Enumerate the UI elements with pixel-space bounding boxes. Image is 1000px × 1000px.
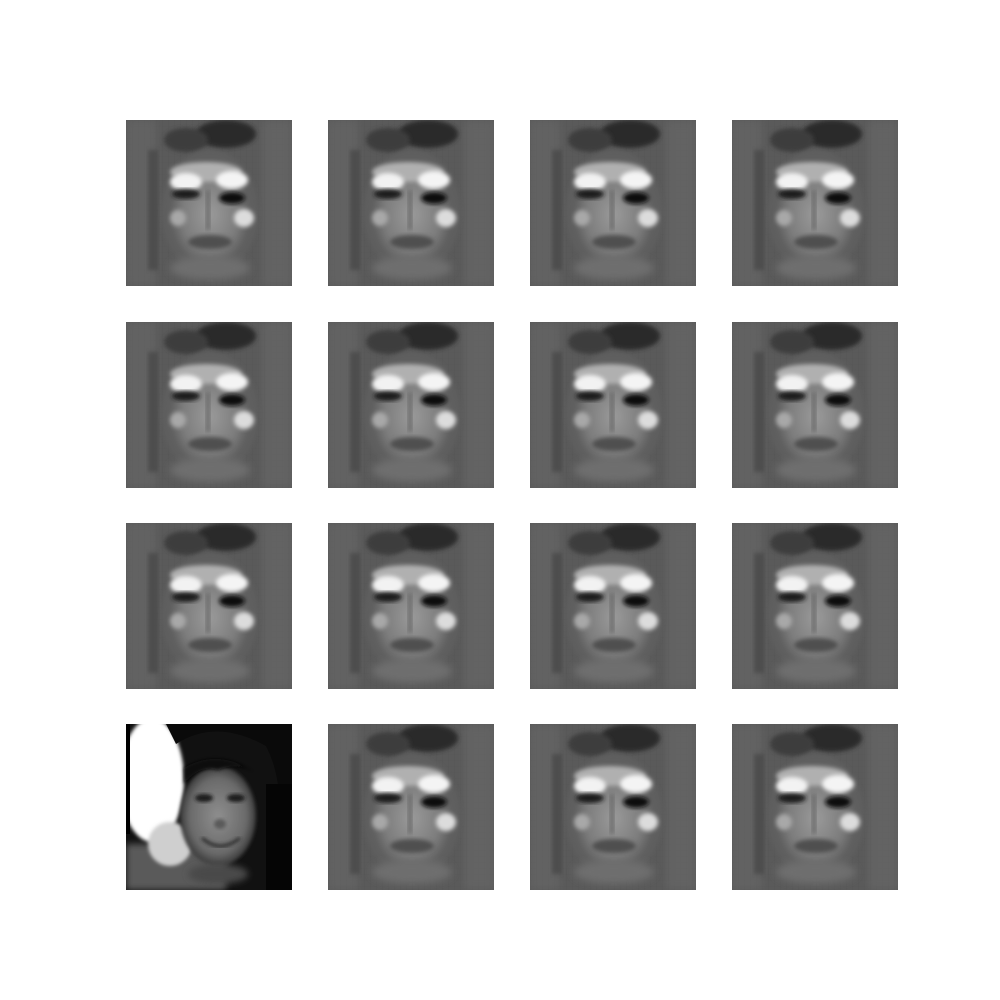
generated-face-image	[126, 523, 292, 689]
generated-face-image	[328, 523, 494, 689]
generated-face-tile	[732, 724, 898, 890]
generated-face-tile	[328, 523, 494, 689]
generated-face-tile	[328, 322, 494, 488]
generated-face-tile	[328, 724, 494, 890]
generated-face-tile	[126, 523, 292, 689]
generated-face-image	[328, 322, 494, 488]
generated-face-tile	[126, 120, 292, 286]
generated-face-tile	[530, 120, 696, 286]
generated-face-image	[732, 120, 898, 286]
generated-face-tile	[126, 322, 292, 488]
real-face-image	[126, 724, 292, 890]
real-face-tile	[126, 724, 292, 890]
generated-face-image	[530, 523, 696, 689]
generated-face-image	[126, 120, 292, 286]
generated-face-image	[530, 322, 696, 488]
generated-face-image	[732, 322, 898, 488]
generated-face-image	[328, 724, 494, 890]
generated-face-image	[328, 120, 494, 286]
generated-face-image	[126, 322, 292, 488]
generated-face-tile	[732, 120, 898, 286]
generated-face-tile	[732, 322, 898, 488]
generated-face-image	[732, 523, 898, 689]
generated-face-tile	[530, 322, 696, 488]
generated-face-image	[732, 724, 898, 890]
generated-face-tile	[732, 523, 898, 689]
generated-face-image	[530, 724, 696, 890]
generated-face-image	[530, 120, 696, 286]
generated-face-tile	[530, 724, 696, 890]
generated-face-tile	[328, 120, 494, 286]
generated-face-tile	[530, 523, 696, 689]
